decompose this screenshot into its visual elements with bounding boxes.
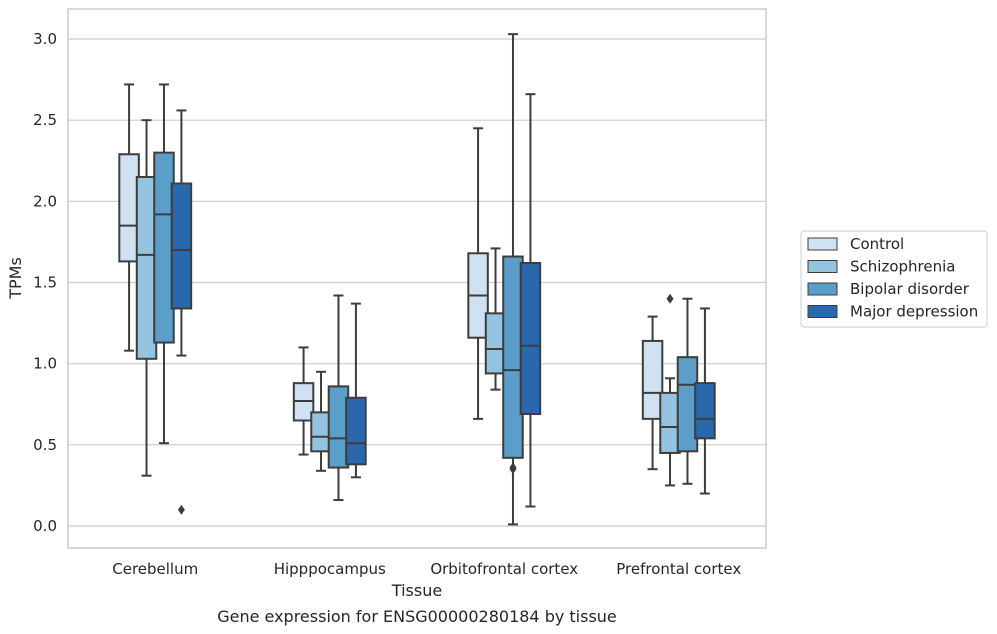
legend-swatch bbox=[807, 282, 838, 296]
iqr-box bbox=[519, 262, 542, 415]
y-tick-labels: 0.0 0.5 1.0 1.5 2.0 2.5 3.0 bbox=[33, 30, 57, 535]
legend-label: Schizophrenia bbox=[850, 258, 955, 276]
box-groups bbox=[118, 33, 716, 526]
x-axis-label: Tissue bbox=[391, 581, 442, 600]
legend-swatch bbox=[807, 237, 838, 251]
box-control bbox=[118, 83, 140, 352]
legend-frame bbox=[800, 230, 988, 328]
legend-swatch bbox=[807, 260, 838, 273]
outlier-point bbox=[177, 504, 185, 515]
x-tick-label: Hipppocampus bbox=[274, 560, 386, 578]
box-major-depression bbox=[170, 109, 193, 515]
outlier-point bbox=[509, 462, 517, 473]
chart-caption: Gene expression for ENSG00000280184 by t… bbox=[217, 607, 617, 626]
legend: Control Schizophrenia Bipolar disorder Majo… bbox=[800, 230, 988, 328]
box-major-depression bbox=[345, 302, 367, 479]
y-tick-label: 1.5 bbox=[33, 274, 57, 292]
iqr-box bbox=[641, 339, 664, 420]
y-tick-label: 1.0 bbox=[33, 355, 57, 373]
y-axis-label: TPMs bbox=[6, 257, 25, 300]
y-tick-label: 3.0 bbox=[33, 30, 57, 48]
plot-frame bbox=[67, 8, 767, 549]
iqr-box bbox=[345, 396, 367, 466]
y-tick-label: 0.5 bbox=[33, 436, 57, 454]
box-control bbox=[641, 315, 664, 471]
x-tick-label: Cerebellum bbox=[112, 560, 198, 578]
box-major-depression bbox=[694, 307, 716, 495]
box-bipolar-disorder bbox=[676, 297, 699, 485]
legend-label: Bipolar disorder bbox=[850, 280, 970, 298]
outlier-point bbox=[666, 293, 674, 304]
x-tick-label: Orbitofrontal cortex bbox=[430, 560, 578, 578]
box-major-depression bbox=[519, 93, 542, 508]
x-tick-labels: Cerebellum Hipppocampus Orbitofrontal cort… bbox=[112, 560, 741, 578]
y-tick-label: 2.0 bbox=[33, 192, 57, 210]
legend-label: Control bbox=[850, 235, 904, 253]
y-tick-label: 0.0 bbox=[33, 517, 57, 535]
x-tick-label: Prefrontal cortex bbox=[616, 560, 741, 578]
iqr-box bbox=[694, 382, 716, 440]
legend-label: Major depression bbox=[850, 303, 978, 321]
box-control bbox=[292, 346, 315, 456]
box-control bbox=[467, 127, 489, 420]
iqr-box bbox=[170, 182, 193, 310]
y-tick-label: 2.5 bbox=[33, 111, 57, 129]
legend-swatch bbox=[807, 305, 838, 318]
